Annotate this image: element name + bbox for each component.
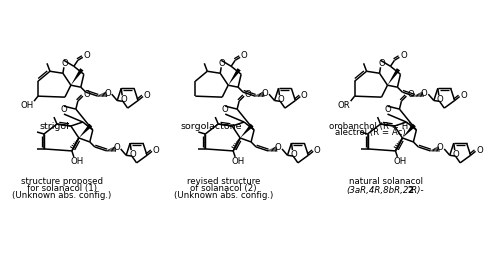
Text: O: O: [84, 90, 90, 99]
Text: O: O: [240, 51, 248, 60]
Polygon shape: [240, 124, 254, 138]
Text: strigol: strigol: [39, 122, 69, 130]
Text: orobanchol (R = H): orobanchol (R = H): [330, 122, 412, 130]
Text: OH: OH: [70, 157, 84, 166]
Text: O: O: [84, 51, 90, 60]
Polygon shape: [71, 68, 84, 85]
Text: O: O: [290, 150, 297, 159]
Text: O: O: [144, 91, 150, 100]
Text: O: O: [437, 143, 444, 152]
Text: O: O: [421, 89, 428, 98]
Polygon shape: [79, 124, 92, 138]
Text: O: O: [278, 95, 284, 104]
Text: O: O: [378, 59, 385, 68]
Text: O: O: [400, 51, 407, 60]
Text: O: O: [314, 146, 320, 155]
Text: O: O: [407, 90, 414, 99]
Text: O: O: [62, 59, 68, 68]
Text: O: O: [452, 150, 460, 159]
Text: O: O: [244, 90, 252, 99]
Text: (Unknown abs. config.): (Unknown abs. config.): [174, 191, 273, 200]
Text: OH: OH: [20, 101, 34, 110]
Text: O: O: [436, 95, 444, 104]
Text: O: O: [120, 95, 127, 104]
Text: O: O: [129, 150, 136, 159]
Text: O: O: [274, 143, 281, 152]
Text: OH: OH: [232, 157, 245, 166]
Text: sorgolactone: sorgolactone: [180, 122, 242, 130]
Text: natural solanacol: natural solanacol: [348, 177, 422, 186]
Text: (3aR,4R,8bR,2’R)-: (3aR,4R,8bR,2’R)-: [346, 186, 424, 195]
Text: O: O: [262, 89, 268, 98]
Text: O: O: [219, 59, 226, 68]
Polygon shape: [228, 68, 241, 85]
Text: alectrol (R = Ac): alectrol (R = Ac): [336, 128, 406, 138]
Text: structure proposed: structure proposed: [21, 177, 103, 186]
Text: O: O: [384, 105, 391, 114]
Text: (Unknown abs. config.): (Unknown abs. config.): [12, 191, 112, 200]
Polygon shape: [388, 68, 400, 85]
Text: revised structure: revised structure: [186, 177, 260, 186]
Text: O: O: [476, 146, 483, 155]
Text: O: O: [460, 91, 467, 100]
Text: O: O: [222, 105, 228, 114]
Text: OR: OR: [338, 101, 350, 110]
Text: 2: 2: [408, 186, 414, 195]
Polygon shape: [402, 124, 416, 138]
Text: O: O: [301, 91, 308, 100]
Text: O: O: [60, 105, 68, 114]
Text: of solanacol (2): of solanacol (2): [190, 184, 256, 193]
Text: for solanacol (1): for solanacol (1): [27, 184, 97, 193]
Text: O: O: [152, 146, 160, 155]
Text: O: O: [114, 143, 120, 152]
Text: O: O: [104, 89, 111, 98]
Text: OH: OH: [394, 157, 407, 166]
